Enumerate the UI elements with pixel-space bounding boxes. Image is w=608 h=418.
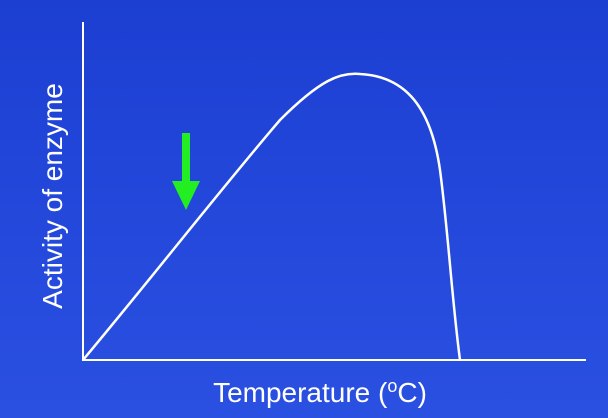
y-axis-label: Activity of enzyme: [37, 83, 68, 309]
x-label-unit: C): [397, 377, 427, 408]
arrow-shaft: [182, 133, 190, 183]
x-label-superscript: o: [387, 376, 397, 396]
x-label-text: Temperature (: [213, 377, 388, 408]
x-axis-label: Temperature (oC): [213, 376, 427, 408]
activity-curve: [82, 72, 462, 361]
arrow-head: [172, 181, 200, 210]
arrow: [172, 133, 200, 210]
